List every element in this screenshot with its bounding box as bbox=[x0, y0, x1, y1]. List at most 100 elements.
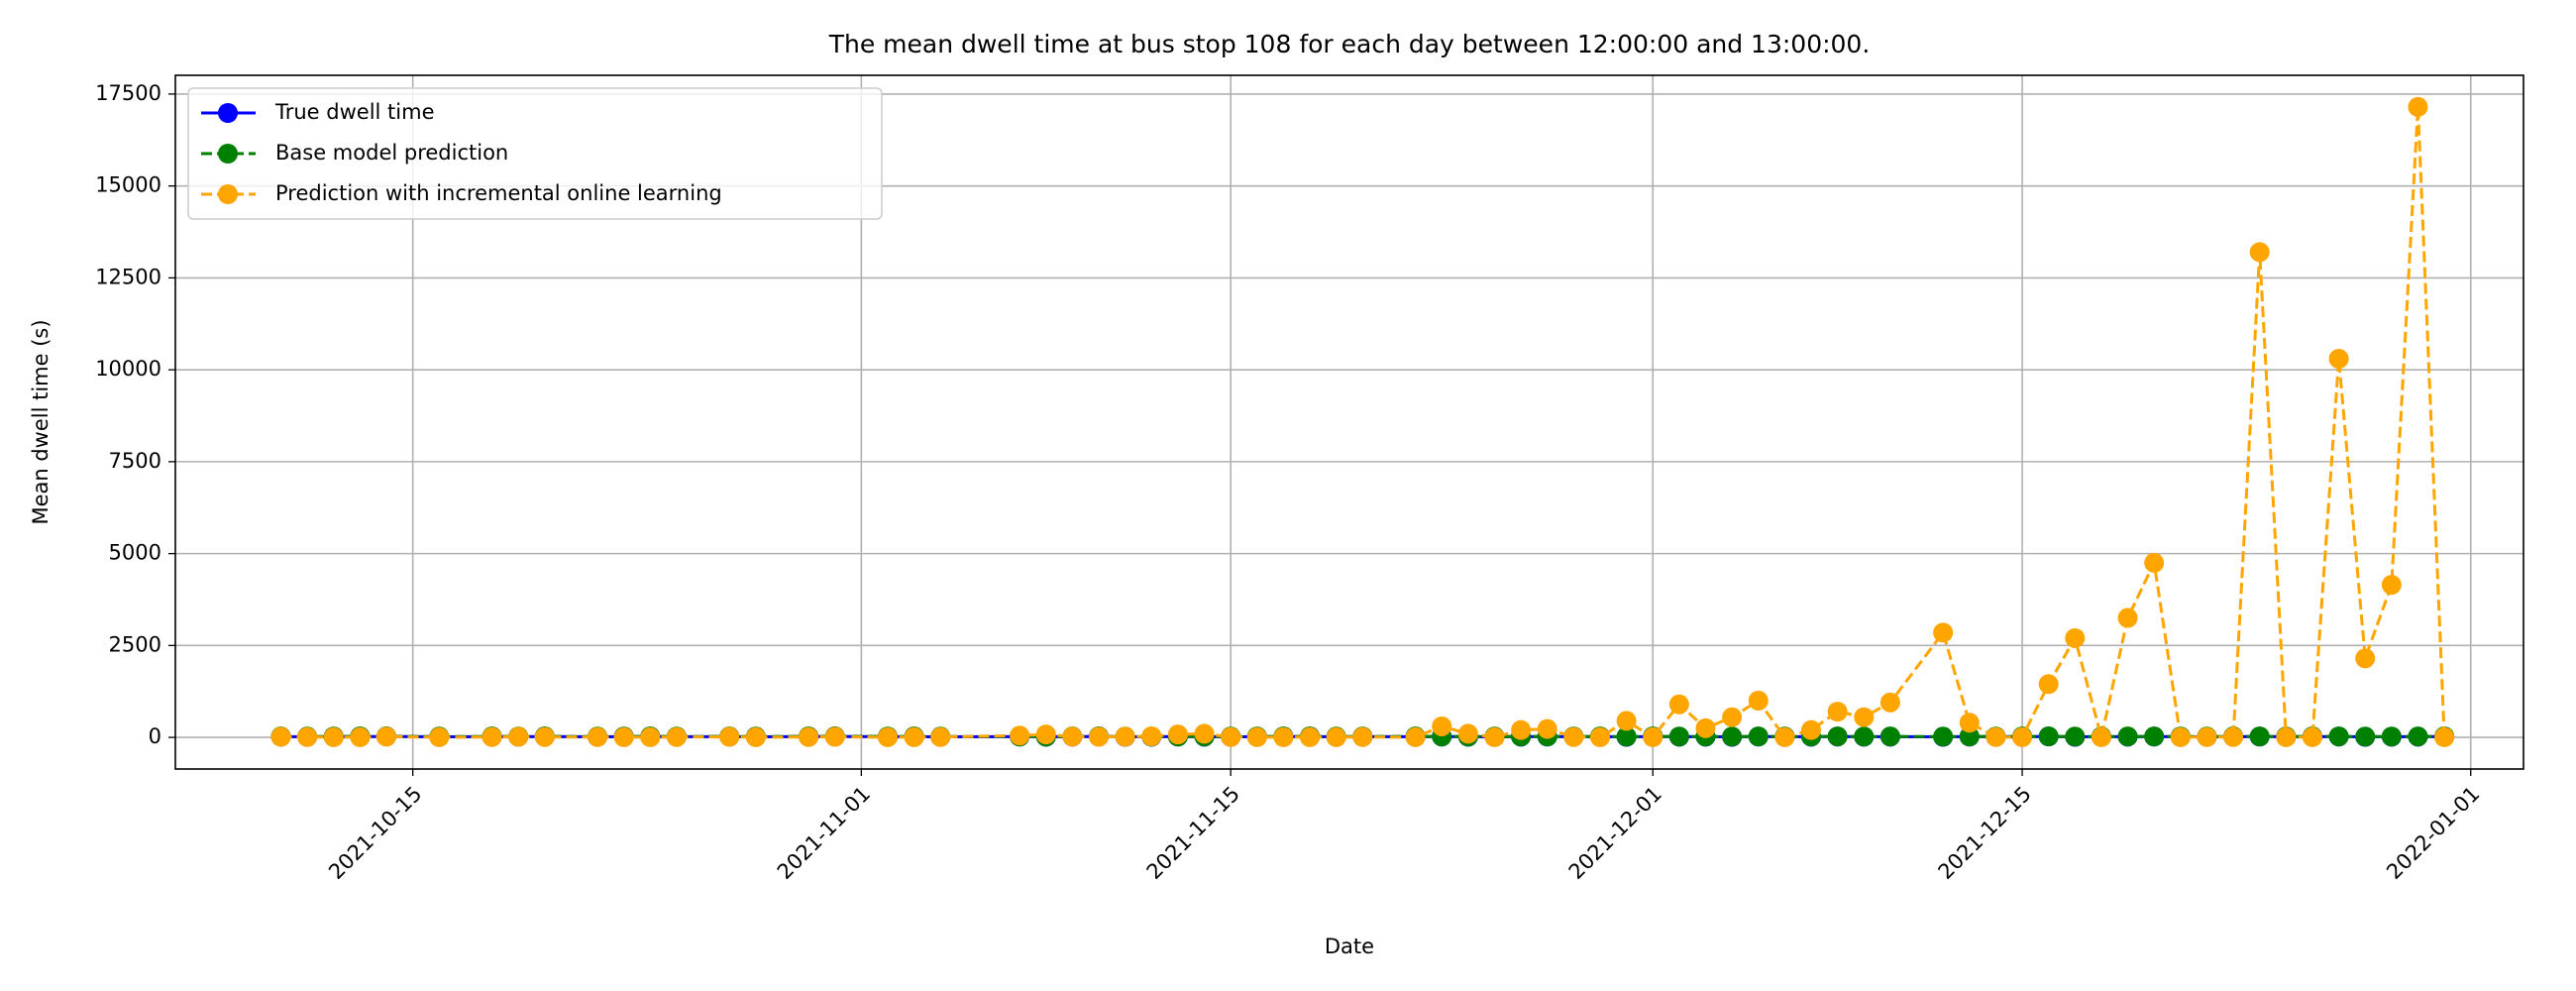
y-tick-label: 5000 bbox=[109, 541, 161, 565]
marker bbox=[1959, 726, 1980, 747]
marker bbox=[2038, 726, 2059, 747]
y-tick-label: 12500 bbox=[95, 265, 161, 288]
marker bbox=[1167, 724, 1188, 745]
y-tick-label: 10000 bbox=[95, 357, 161, 381]
marker bbox=[2328, 726, 2349, 747]
marker bbox=[1774, 726, 1795, 747]
legend-label: Prediction with incremental online learn… bbox=[275, 181, 722, 205]
marker bbox=[2408, 726, 2428, 747]
marker bbox=[1405, 726, 1426, 747]
marker bbox=[1879, 692, 1900, 713]
marker bbox=[1722, 707, 1743, 727]
marker bbox=[640, 726, 661, 747]
marker bbox=[930, 726, 951, 747]
marker bbox=[1801, 719, 1822, 740]
marker bbox=[1246, 726, 1267, 747]
y-tick-label: 15000 bbox=[95, 173, 161, 197]
marker bbox=[1616, 711, 1637, 731]
x-tick-label: 2021-12-15 bbox=[1934, 782, 2036, 884]
marker bbox=[2144, 726, 2165, 747]
marker bbox=[2223, 726, 2244, 747]
x-axis-label: Date bbox=[1325, 935, 1374, 958]
marker bbox=[2249, 242, 2270, 263]
marker bbox=[1827, 726, 1848, 747]
marker bbox=[323, 726, 344, 747]
plot-frame bbox=[174, 74, 2524, 770]
marker bbox=[1589, 726, 1610, 747]
marker bbox=[877, 726, 898, 747]
marker bbox=[824, 726, 845, 747]
marker bbox=[508, 726, 529, 747]
marker bbox=[2276, 726, 2297, 747]
marker bbox=[1668, 726, 1689, 747]
y-tick-label: 0 bbox=[149, 724, 161, 748]
marker bbox=[1933, 726, 1954, 747]
y-tick-label: 7500 bbox=[109, 449, 161, 473]
marker bbox=[1035, 724, 1056, 745]
marker bbox=[2302, 726, 2322, 747]
marker bbox=[1194, 723, 1215, 744]
marker bbox=[2328, 349, 2349, 370]
marker bbox=[1062, 726, 1083, 747]
marker bbox=[2065, 726, 2086, 747]
marker bbox=[2408, 96, 2428, 117]
marker bbox=[1457, 723, 1478, 744]
marker bbox=[270, 726, 291, 747]
marker bbox=[2381, 726, 2402, 747]
marker bbox=[2170, 726, 2191, 747]
marker bbox=[2381, 575, 2402, 596]
marker bbox=[1010, 725, 1030, 746]
marker bbox=[1326, 726, 1346, 747]
marker bbox=[297, 726, 318, 747]
marker bbox=[1089, 726, 1110, 747]
y-tick-label: 17500 bbox=[95, 81, 161, 105]
legend-label: Base model prediction bbox=[275, 141, 508, 165]
marker bbox=[799, 726, 819, 747]
marker bbox=[2012, 726, 2033, 747]
y-axis-label: Mean dwell time (s) bbox=[29, 319, 53, 524]
marker bbox=[429, 726, 450, 747]
marker bbox=[904, 726, 924, 747]
chart-title: The mean dwell time at bus stop 108 for … bbox=[828, 30, 1871, 58]
marker bbox=[1300, 726, 1321, 747]
marker bbox=[534, 726, 555, 747]
marker bbox=[482, 726, 502, 747]
marker bbox=[719, 726, 740, 747]
marker bbox=[1933, 622, 1954, 643]
marker bbox=[1221, 726, 1241, 747]
marker bbox=[1537, 718, 1557, 739]
marker bbox=[2038, 674, 2059, 695]
marker bbox=[2249, 726, 2270, 747]
marker bbox=[1748, 726, 1769, 747]
marker bbox=[2117, 607, 2138, 628]
legend-marker bbox=[218, 103, 238, 123]
marker bbox=[1959, 713, 1980, 733]
marker bbox=[2355, 648, 2376, 669]
marker bbox=[1141, 725, 1162, 746]
marker bbox=[2355, 726, 2376, 747]
marker bbox=[1643, 726, 1664, 747]
marker bbox=[2065, 627, 2086, 648]
marker bbox=[1616, 726, 1637, 747]
marker bbox=[1668, 694, 1689, 715]
x-tick-label: 2021-11-15 bbox=[1142, 782, 1244, 884]
legend-marker bbox=[218, 144, 238, 164]
marker bbox=[1748, 691, 1769, 712]
marker bbox=[1854, 726, 1875, 747]
marker bbox=[1827, 702, 1848, 722]
marker bbox=[1511, 719, 1532, 740]
marker bbox=[1563, 726, 1584, 747]
legend-marker bbox=[218, 184, 238, 204]
marker bbox=[1115, 726, 1135, 747]
x-tick-label: 2022-01-01 bbox=[2382, 782, 2484, 884]
x-tick-label: 2021-11-01 bbox=[773, 782, 875, 884]
marker bbox=[1986, 726, 2006, 747]
marker bbox=[2091, 726, 2111, 747]
y-tick-label: 2500 bbox=[109, 632, 161, 656]
marker bbox=[588, 726, 608, 747]
x-tick-label: 2021-10-15 bbox=[324, 782, 426, 884]
marker bbox=[2117, 726, 2138, 747]
marker bbox=[2144, 552, 2165, 573]
marker bbox=[2434, 726, 2455, 747]
